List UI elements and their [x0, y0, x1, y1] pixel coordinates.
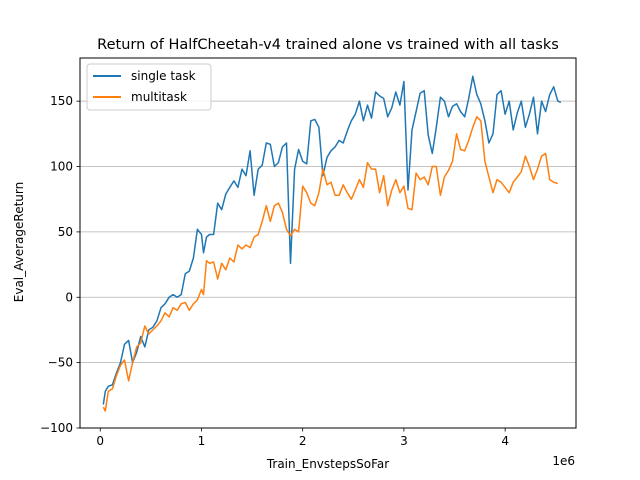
y-axis-label: Eval_AverageReturn [12, 182, 26, 302]
x-axis-offset-label: 1e6 [552, 454, 575, 468]
series-layer [102, 75, 562, 412]
series-line-multitask [102, 116, 559, 412]
x-axis-ticks: 0 1 2 3 4 [96, 428, 509, 448]
legend-label-single-task: single task [131, 69, 196, 83]
y-tick-label: −50 [48, 356, 73, 370]
legend-label-multitask: multitask [131, 90, 187, 104]
x-tick-label: 3 [400, 434, 408, 448]
x-tick-label: 2 [299, 434, 307, 448]
y-tick-label: 50 [58, 225, 73, 239]
y-axis-ticks: −100 −50 0 50 100 150 [40, 94, 80, 435]
x-tick-label: 0 [96, 434, 104, 448]
plot-frame [79, 57, 577, 429]
series-line-single-task [102, 75, 562, 405]
y-tick-label: 100 [50, 160, 73, 174]
x-tick-label: 1 [198, 434, 206, 448]
legend: single task multitask [86, 63, 212, 111]
y-tick-label: −100 [40, 421, 73, 435]
chart-title: Return of HalfCheetah-v4 trained alone v… [97, 37, 559, 53]
y-tick-label: 0 [65, 290, 73, 304]
x-axis-label: Train_EnvstepsSoFar [266, 457, 389, 471]
x-tick-label: 4 [501, 434, 509, 448]
y-tick-label: 150 [50, 94, 73, 108]
